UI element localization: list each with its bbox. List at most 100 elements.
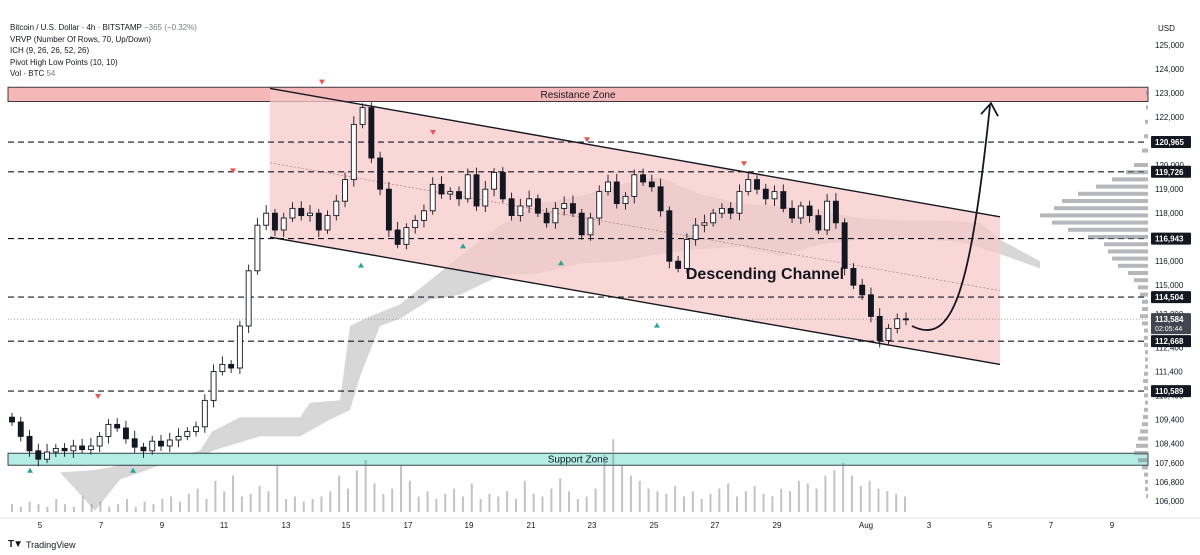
volume-profile-row xyxy=(1145,119,1148,124)
x-tick-label: 7 xyxy=(99,521,104,530)
volume-profile-row xyxy=(1142,307,1148,311)
candle-body xyxy=(438,183,445,195)
x-tick-label: 5 xyxy=(38,521,43,530)
volume-bar xyxy=(488,493,491,512)
volume-bar xyxy=(868,480,871,512)
volume-bar xyxy=(205,499,208,512)
candle-body xyxy=(17,421,24,437)
candle-body xyxy=(52,447,59,453)
volume-profile-row xyxy=(1138,436,1148,441)
volume-bar xyxy=(400,465,403,512)
volume-bar xyxy=(514,499,517,512)
volume-profile-row xyxy=(1062,199,1148,203)
price-axis[interactable] xyxy=(1148,0,1200,555)
pivot-high-marker xyxy=(430,130,436,135)
level-price-badge[interactable]: 120,965 xyxy=(1151,136,1191,149)
volume-bar xyxy=(426,491,429,512)
volume-profile-row xyxy=(1138,458,1148,463)
x-tick-label: 13 xyxy=(282,521,291,530)
volume-bar xyxy=(108,506,111,512)
volume-profile-row xyxy=(1145,364,1148,369)
indicator-vrvp[interactable]: VRVP (Number Of Rows, 70, Up/Down) xyxy=(10,34,152,44)
pivot-high-marker xyxy=(230,168,236,174)
volume-profile-row xyxy=(1112,177,1148,182)
candle-body xyxy=(552,207,559,224)
candle-body xyxy=(307,212,313,217)
candle-body xyxy=(675,260,682,269)
level-price-badge[interactable]: 110,589 xyxy=(1151,385,1191,398)
level-price-badge[interactable]: 112,668 xyxy=(1151,335,1191,348)
projection-arrow[interactable] xyxy=(911,105,991,331)
volume-profile-row xyxy=(1112,256,1148,261)
candle-body xyxy=(736,191,743,214)
volume-bar xyxy=(19,506,22,512)
volume-profile-row xyxy=(1144,134,1148,139)
indicator-volume[interactable]: Vol · BTC xyxy=(10,69,45,78)
x-tick-label: 17 xyxy=(404,521,413,530)
candle-body xyxy=(412,219,419,229)
x-tick-label: 7 xyxy=(1049,521,1054,530)
volume-bar xyxy=(815,488,818,512)
level-price-badge[interactable]: 119,726 xyxy=(1151,165,1191,178)
candle-body xyxy=(70,445,77,452)
candle-body xyxy=(26,435,33,452)
volume-bar xyxy=(81,496,84,512)
current-price-badge[interactable]: 113,584 02:05:44 xyxy=(1151,313,1191,335)
candle-body xyxy=(61,447,68,452)
level-price-badge-bg xyxy=(1151,232,1191,245)
level-price-value: 120,965 xyxy=(1155,138,1184,147)
candle-body xyxy=(44,451,51,460)
volume-bar xyxy=(523,480,526,512)
currency-label[interactable]: USD xyxy=(1158,24,1175,33)
tradingview-brand[interactable]: T▼ TradingView xyxy=(8,539,76,550)
projection-arrowhead-icon xyxy=(980,101,999,117)
channel-lower-line[interactable] xyxy=(269,236,1001,366)
volume-bar xyxy=(373,483,376,512)
volume-profile-row xyxy=(1078,191,1148,196)
volume-profile-row xyxy=(1145,357,1148,362)
volume-profile-row xyxy=(1143,379,1148,383)
volume-bar xyxy=(240,496,243,512)
volume-profile-row xyxy=(1134,278,1148,283)
indicator-ichimoku[interactable]: ICH (9, 26, 26, 52, 26) xyxy=(10,46,90,55)
volume-profile-row xyxy=(1040,213,1148,218)
candle-body xyxy=(561,203,568,209)
volume-bar xyxy=(178,501,181,512)
level-price-badge[interactable]: 114,504 xyxy=(1151,291,1191,304)
candle-body xyxy=(263,212,270,226)
volume-bar xyxy=(249,493,252,512)
symbol-line[interactable]: Bitcoin / U.S. Dollar · 4h · BITSTAMP xyxy=(10,23,142,32)
volume-profile-row xyxy=(1144,371,1148,376)
volume-bar xyxy=(594,488,597,512)
x-tick-label: 9 xyxy=(160,521,165,530)
volume-bar xyxy=(550,488,553,512)
volume-bar xyxy=(293,496,296,512)
candle-body xyxy=(271,212,278,231)
y-tick-label: 107,600 xyxy=(1155,459,1184,468)
candle-body xyxy=(692,224,699,241)
candle-body xyxy=(219,363,226,373)
y-tick-label: 109,400 xyxy=(1155,416,1184,425)
channel-midline xyxy=(269,162,1001,291)
volume-bar xyxy=(576,499,579,512)
volume-profile-row xyxy=(1068,227,1148,232)
volume-profile-row xyxy=(1052,220,1148,225)
bar-countdown: 02:05:44 xyxy=(1155,326,1182,333)
candle-body xyxy=(596,191,603,219)
volume-bar xyxy=(753,486,756,512)
y-tick-label: 123,000 xyxy=(1155,89,1184,98)
volume-bar xyxy=(355,470,358,512)
channel-area[interactable] xyxy=(270,88,1000,365)
indicator-pivots[interactable]: Pivot High Low Points (10, 10) xyxy=(10,57,118,67)
y-tick-label: 106,800 xyxy=(1155,478,1184,487)
x-tick-label: Aug xyxy=(859,521,873,530)
candle-body xyxy=(850,267,857,286)
channel-upper-line[interactable] xyxy=(269,87,1001,218)
level-price-badge[interactable]: 116,943 xyxy=(1151,232,1191,245)
volume-bar xyxy=(346,488,349,512)
y-tick-label: 118,000 xyxy=(1155,209,1184,218)
volume-bar xyxy=(718,488,721,512)
candle-body xyxy=(122,427,129,440)
pivot-high-marker xyxy=(741,161,747,167)
